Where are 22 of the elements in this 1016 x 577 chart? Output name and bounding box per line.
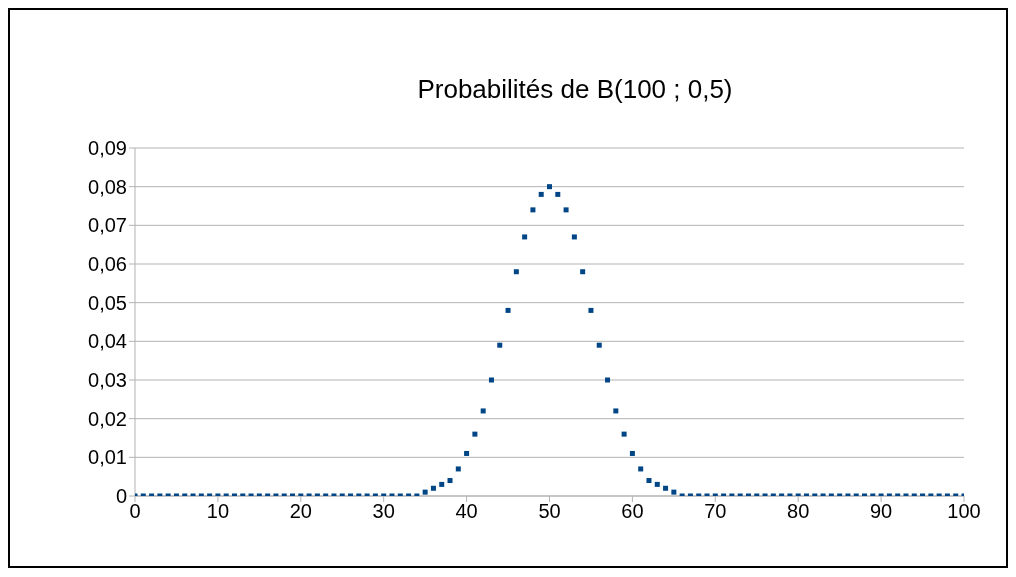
y-tick-label: 0 [115,485,127,508]
x-tick-label: 30 [372,500,395,523]
y-tick-label: 0,02 [88,407,127,430]
x-tick-label: 20 [289,500,312,523]
x-tick-label: 80 [787,500,810,523]
x-tick-label: 40 [455,500,478,523]
y-tick-label: 0,08 [88,175,127,198]
x-tick-label: 90 [869,500,893,523]
x-tick-label: 50 [538,500,561,523]
y-tick-label: 0,09 [88,137,127,160]
y-tick-label: 0,01 [88,446,127,469]
x-tick-label: 60 [621,500,644,523]
y-tick-label: 0,04 [88,330,127,353]
y-tick-label: 0,03 [88,369,127,392]
chart-title: Probabilités de B(100 ; 0,5) [416,74,734,105]
y-tick-label: 0,06 [88,253,127,276]
x-tick-label: 10 [206,500,230,523]
x-tick-label: 0 [129,500,141,523]
y-tick-label: 0,07 [88,214,127,237]
y-tick-label: 0,05 [88,291,127,314]
x-tick-label: 100 [947,500,981,523]
x-tick-label: 70 [704,500,727,523]
